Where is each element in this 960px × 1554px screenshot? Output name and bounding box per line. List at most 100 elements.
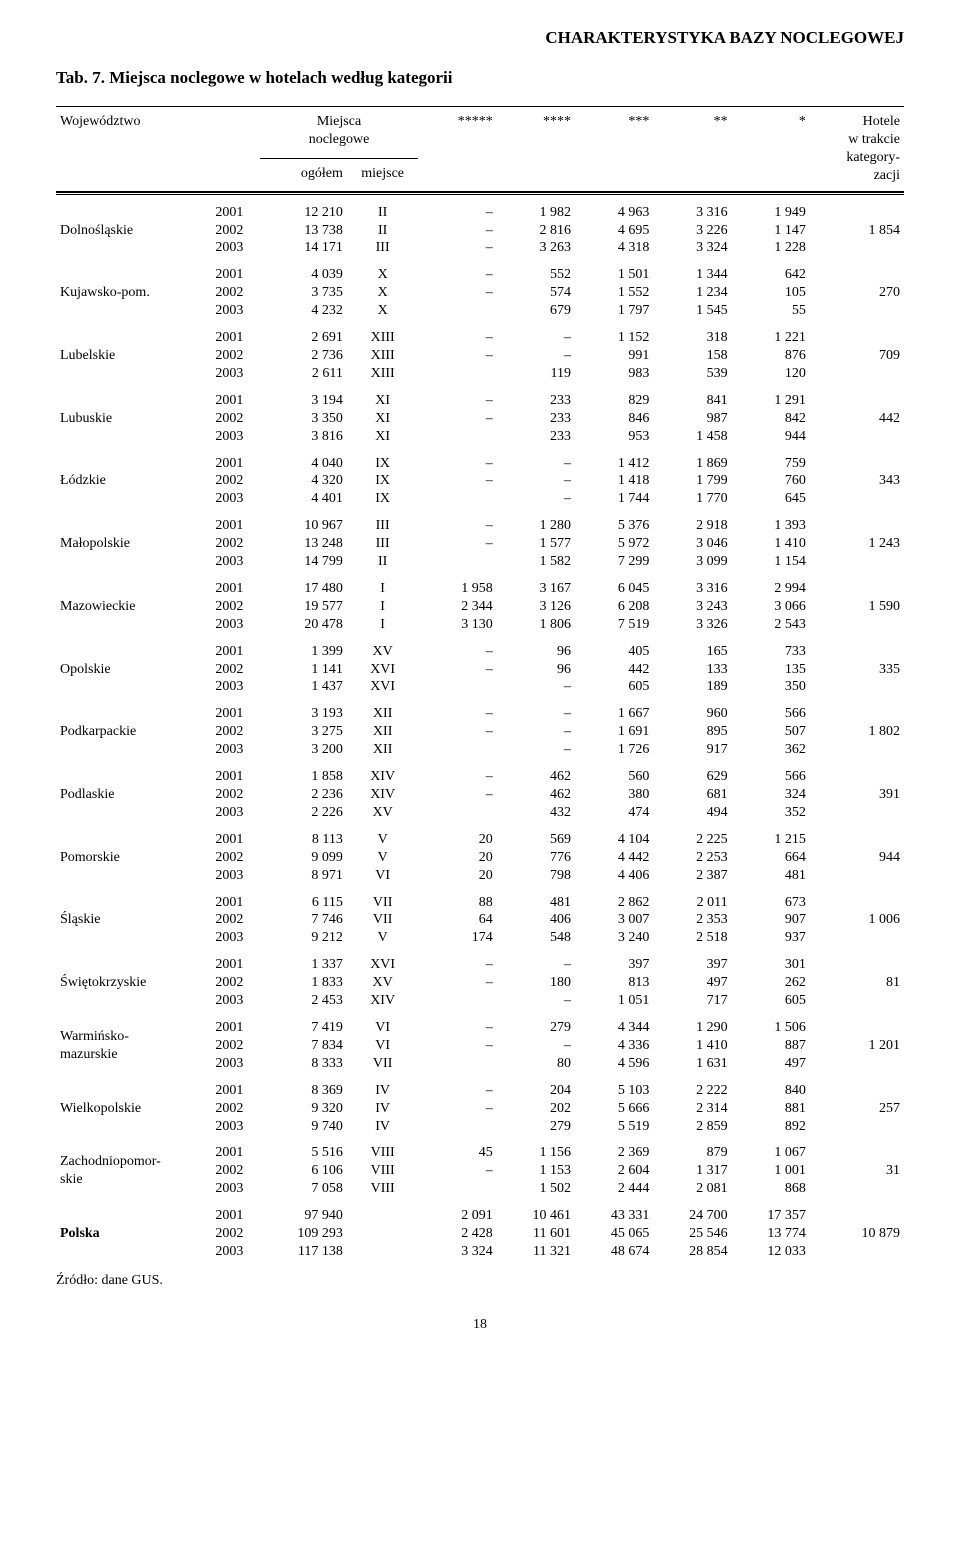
cell: 432: [497, 804, 575, 822]
table-row: Małopolskie200110 967III–1 2805 3762 918…: [56, 508, 904, 535]
cell: 257: [810, 1100, 904, 1118]
cell: 991: [575, 347, 653, 365]
cell: III: [347, 239, 419, 257]
cell: V: [347, 849, 419, 867]
cell: 2 226: [260, 804, 347, 822]
cell: 10 461: [497, 1198, 575, 1225]
cell: 335: [810, 661, 904, 679]
cell: [418, 1180, 496, 1198]
cell: 2 543: [732, 616, 810, 634]
cell: 10 879: [810, 1225, 904, 1243]
th-miejsca: Miejsca noclegowe: [260, 107, 419, 159]
cell: –: [418, 284, 496, 302]
cell: 798: [497, 867, 575, 885]
cell-wojewodztwo: Wielkopolskie: [56, 1073, 199, 1136]
cell: –: [418, 723, 496, 741]
cell: 1 412: [575, 446, 653, 473]
cell: 405: [575, 634, 653, 661]
cell: 1 418: [575, 472, 653, 490]
cell: 2001: [199, 696, 259, 723]
cell: 2001: [199, 885, 259, 912]
cell: 3 126: [497, 598, 575, 616]
cell: IX: [347, 490, 419, 508]
cell: 6 115: [260, 885, 347, 912]
cell: 1 858: [260, 759, 347, 786]
th-ogolem: ogółem: [260, 158, 347, 191]
cell: 2002: [199, 222, 259, 240]
cell: 2 816: [497, 222, 575, 240]
cell: 4 039: [260, 257, 347, 284]
cell: XIII: [347, 347, 419, 365]
cell: 380: [575, 786, 653, 804]
cell: 497: [653, 974, 731, 992]
cell: 673: [732, 885, 810, 912]
cell: 2 453: [260, 992, 347, 1010]
cell: 233: [497, 410, 575, 428]
cell: 953: [575, 428, 653, 446]
cell: 481: [497, 885, 575, 912]
cell: 629: [653, 759, 731, 786]
cell: [418, 490, 496, 508]
cell: [810, 885, 904, 912]
cell: [810, 634, 904, 661]
cell: 6 208: [575, 598, 653, 616]
cell: VIII: [347, 1135, 419, 1162]
cell: –: [497, 320, 575, 347]
cell: 2003: [199, 929, 259, 947]
cell: 983: [575, 365, 653, 383]
cell: 270: [810, 284, 904, 302]
cell: 3 046: [653, 535, 731, 553]
cell: VIII: [347, 1162, 419, 1180]
cell: 2002: [199, 911, 259, 929]
cell-wojewodztwo: Warmińsko- mazurskie: [56, 1010, 199, 1073]
cell: 81: [810, 974, 904, 992]
cell: 10 967: [260, 508, 347, 535]
cell: 840: [732, 1073, 810, 1100]
cell: –: [418, 1162, 496, 1180]
cell: XIV: [347, 759, 419, 786]
cell: [810, 193, 904, 221]
cell: [810, 678, 904, 696]
cell: 1 631: [653, 1055, 731, 1073]
cell: [418, 1055, 496, 1073]
cell: [810, 616, 904, 634]
cell: 324: [732, 786, 810, 804]
cell-wojewodztwo: Podlaskie: [56, 759, 199, 822]
table-head: Województwo Miejsca noclegowe ***** ****…: [56, 107, 904, 194]
cell: 2003: [199, 490, 259, 508]
cell: 4 232: [260, 302, 347, 320]
table-row: Lubuskie20013 194XI–2338298411 291: [56, 383, 904, 410]
cell: 4 596: [575, 1055, 653, 1073]
cell: –: [497, 696, 575, 723]
cell: 119: [497, 365, 575, 383]
cell: 876: [732, 347, 810, 365]
cell: –: [418, 634, 496, 661]
cell: 2 518: [653, 929, 731, 947]
cell: –: [418, 193, 496, 221]
cell: 1 982: [497, 193, 575, 221]
cell: [810, 1073, 904, 1100]
cell: 842: [732, 410, 810, 428]
cell: 3 243: [653, 598, 731, 616]
cell: 3 316: [653, 571, 731, 598]
cell: XIV: [347, 786, 419, 804]
cell: 1 577: [497, 535, 575, 553]
cell: 1 154: [732, 553, 810, 571]
cell: 262: [732, 974, 810, 992]
cell: 917: [653, 741, 731, 759]
cell: 180: [497, 974, 575, 992]
cell: VII: [347, 1055, 419, 1073]
cell: 1 458: [653, 428, 731, 446]
cell: I: [347, 598, 419, 616]
cell: 4 320: [260, 472, 347, 490]
cell-wojewodztwo: Zachodniopomor- skie: [56, 1135, 199, 1198]
cell: –: [497, 741, 575, 759]
cell: XI: [347, 383, 419, 410]
cell: [810, 257, 904, 284]
th-4star: ****: [497, 107, 575, 192]
table-row: Podkarpackie20013 193XII––1 667960566: [56, 696, 904, 723]
cell: 109 293: [260, 1225, 347, 1243]
cell: XIV: [347, 992, 419, 1010]
table-row: Podlaskie20011 858XIV–462560629566: [56, 759, 904, 786]
cell-wojewodztwo: Podkarpackie: [56, 696, 199, 759]
